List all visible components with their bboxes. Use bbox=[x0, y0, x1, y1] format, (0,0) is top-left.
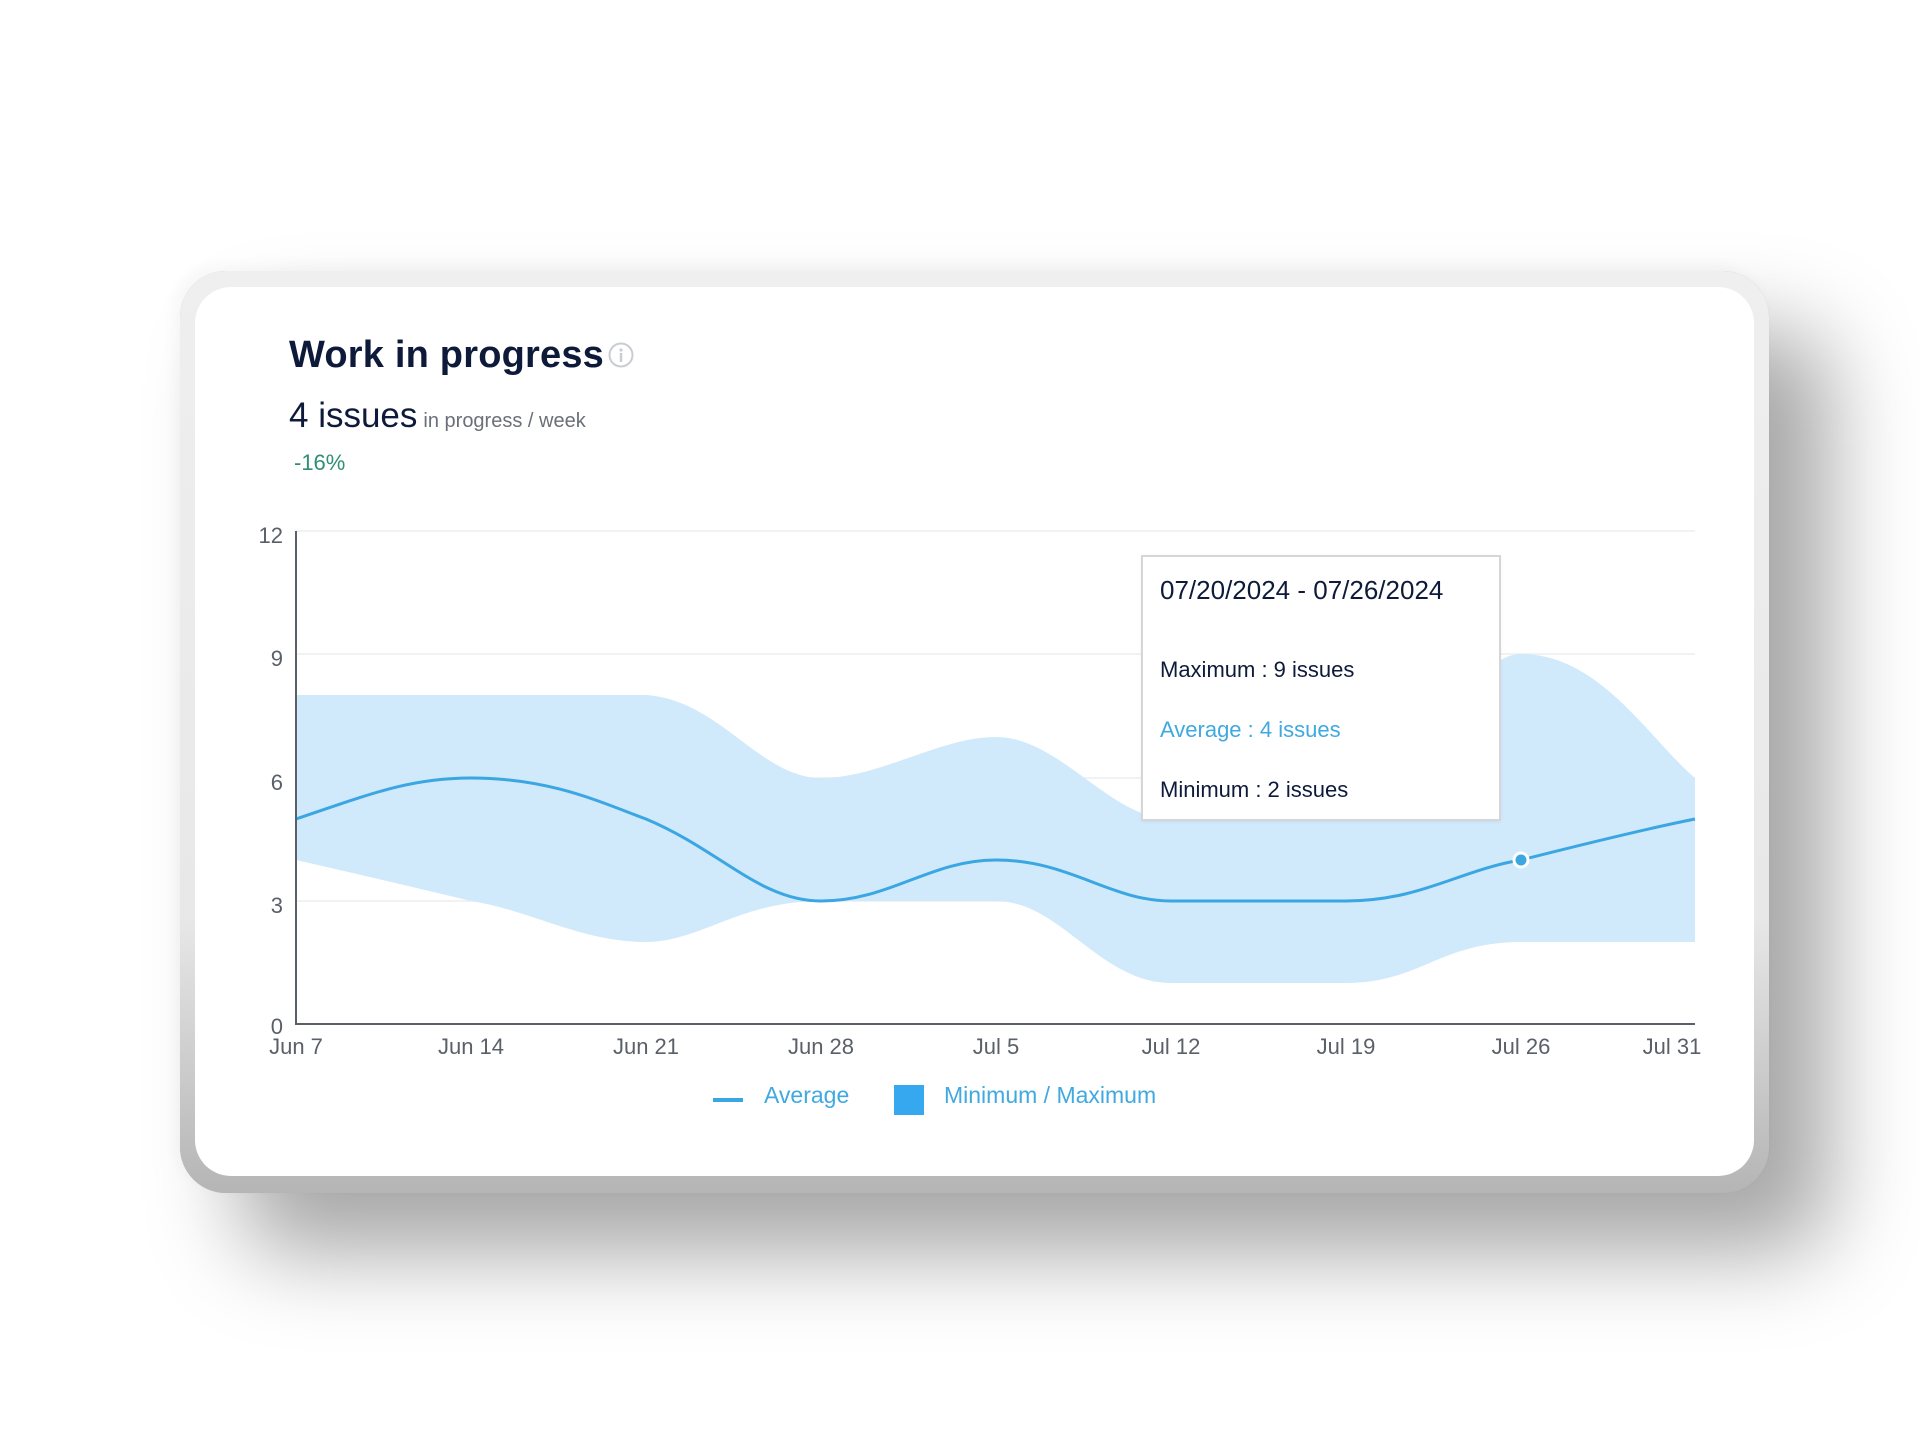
svg-text:Jul 5: Jul 5 bbox=[973, 1034, 1019, 1059]
svg-text:Jun 21: Jun 21 bbox=[613, 1034, 679, 1059]
tooltip-minimum: Minimum : 2 issues bbox=[1160, 777, 1349, 802]
highlighted-point bbox=[1512, 851, 1530, 869]
minmax-box-swatch-icon[interactable] bbox=[894, 1085, 924, 1115]
svg-text:6: 6 bbox=[271, 770, 283, 795]
metric-unit: in progress / week bbox=[423, 410, 586, 432]
svg-text:12: 12 bbox=[259, 523, 283, 548]
chart-tooltip: 07/20/2024 - 07/26/2024 Maximum : 9 issu… bbox=[1141, 555, 1501, 821]
svg-text:9: 9 bbox=[271, 646, 283, 671]
tooltip-date-range: 07/20/2024 - 07/26/2024 bbox=[1160, 575, 1444, 605]
chart-legend: Average Minimum / Maximum bbox=[0, 1082, 1920, 1118]
x-tick-labels: Jun 7 Jun 14 Jun 21 Jun 28 Jul 5 Jul 12 … bbox=[269, 1034, 1701, 1059]
metric: 4 issues in progress / week bbox=[289, 396, 586, 436]
svg-text:Jun 7: Jun 7 bbox=[269, 1034, 323, 1059]
legend-average[interactable]: Average bbox=[764, 1082, 850, 1108]
metric-value: 4 issues bbox=[289, 396, 418, 435]
svg-text:0: 0 bbox=[271, 1014, 283, 1039]
card-title: Work in progress bbox=[289, 334, 605, 376]
svg-text:Jun 14: Jun 14 bbox=[438, 1034, 504, 1059]
y-tick-labels: 12 9 6 3 0 bbox=[259, 523, 283, 1039]
svg-text:Jul 12: Jul 12 bbox=[1142, 1034, 1201, 1059]
average-line bbox=[295, 776, 1696, 903]
legend-minmax[interactable]: Minimum / Maximum bbox=[944, 1082, 1157, 1108]
tooltip-maximum: Maximum : 9 issues bbox=[1160, 657, 1355, 682]
svg-text:Jul 31: Jul 31 bbox=[1643, 1034, 1702, 1059]
svg-text:Jul 26: Jul 26 bbox=[1492, 1034, 1551, 1059]
tooltip-average: Average : 4 issues bbox=[1160, 717, 1341, 742]
svg-text:Jun 28: Jun 28 bbox=[788, 1034, 854, 1059]
info-circle-icon[interactable] bbox=[608, 342, 634, 368]
svg-text:Jul 19: Jul 19 bbox=[1317, 1034, 1376, 1059]
svg-text:3: 3 bbox=[271, 893, 283, 918]
delta-badge: -16% bbox=[294, 450, 346, 475]
average-line-swatch-icon[interactable] bbox=[713, 1098, 743, 1102]
